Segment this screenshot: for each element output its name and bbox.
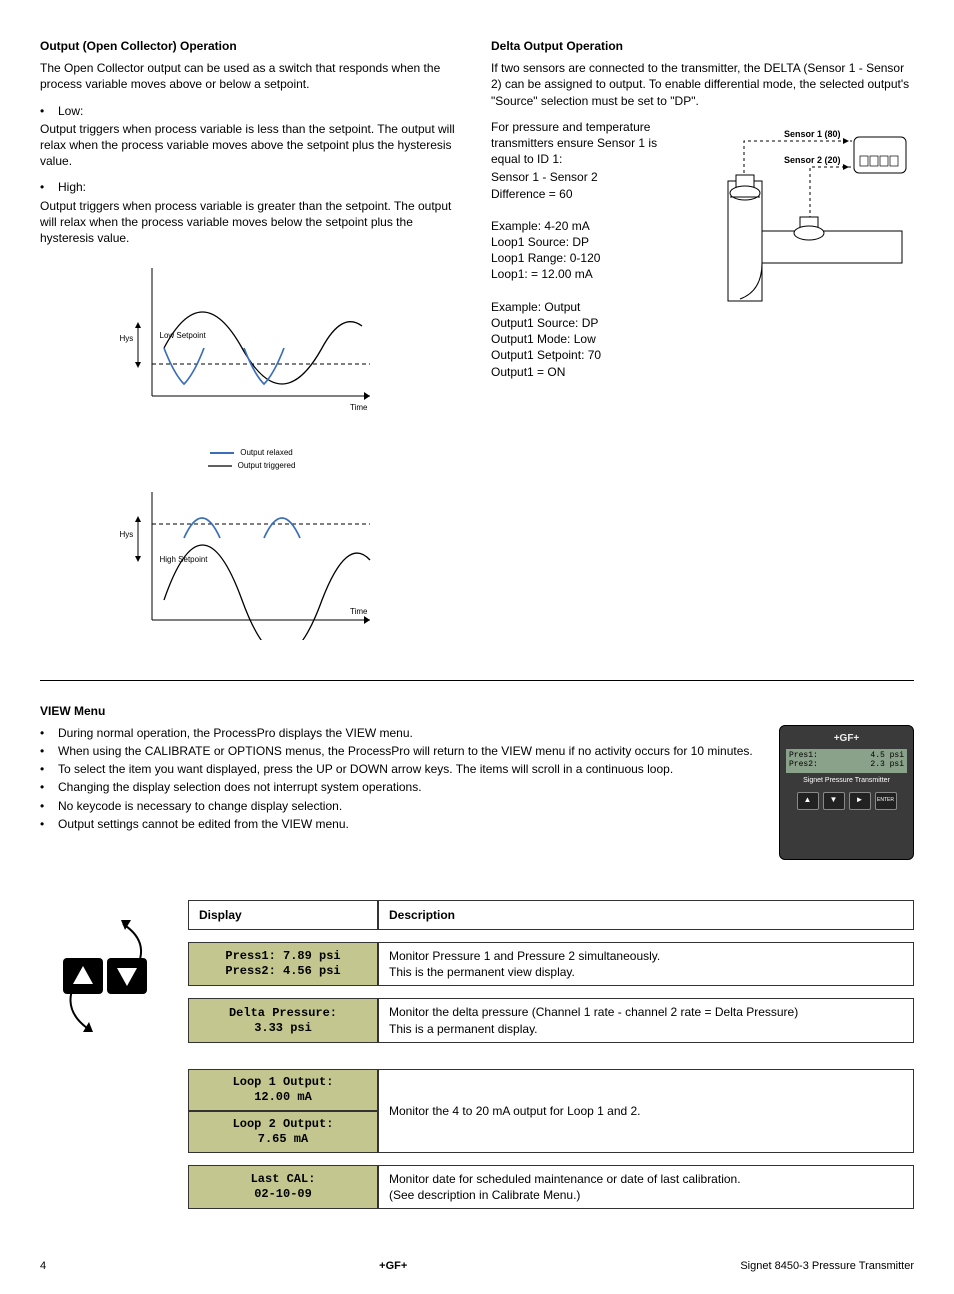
- view-header-row: Display Description: [188, 900, 914, 930]
- desc-lastcal: Monitor date for scheduled maintenance o…: [378, 1165, 914, 1209]
- view-b4: No keycode is necessary to change displa…: [40, 798, 755, 814]
- table-row: Last CAL:02-10-09 Monitor date for sched…: [188, 1165, 914, 1209]
- display-press12: Press1: 7.89 psiPress2: 4.56 psi: [188, 942, 378, 986]
- view-table: Display Description Press1: 7.89 psiPres…: [188, 900, 914, 1209]
- ex2-2: Output1 Mode: Low: [491, 331, 914, 347]
- view-b0: During normal operation, the ProcessPro …: [40, 725, 755, 741]
- open-collector-column: Output (Open Collector) Operation The Op…: [40, 38, 463, 650]
- high-label: High:: [58, 179, 86, 195]
- table-row: Delta Pressure:3.33 psi Monitor the delt…: [188, 998, 914, 1042]
- device-right-button[interactable]: ►: [849, 792, 871, 810]
- table-row: Press1: 7.89 psiPress2: 4.56 psi Monitor…: [188, 942, 914, 986]
- high-body: Output triggers when process variable is…: [40, 198, 463, 247]
- delta-p1: If two sensors are connected to the tran…: [491, 60, 914, 109]
- low-setpoint-label: Low Setpoint: [160, 331, 206, 342]
- open-collector-heading: Output (Open Collector) Operation: [40, 38, 463, 54]
- footer-page: 4: [40, 1259, 46, 1274]
- low-wave-diagram: Hys Low Setpoint Time: [122, 256, 382, 446]
- pipe-diagram: Sensor 1 (80) Sensor 2 (20): [684, 119, 914, 319]
- header-desc: Description: [378, 900, 914, 930]
- device-buttons: ▲ ▼ ► ENTER: [786, 792, 907, 810]
- high-wave-diagram: Hys High Setpoint Time: [122, 480, 382, 650]
- footer-product: Signet 8450-3 Pressure Transmitter: [740, 1259, 914, 1274]
- device-down-button[interactable]: ▼: [823, 792, 845, 810]
- device-up-button[interactable]: ▲: [797, 792, 819, 810]
- legend-black-line: [208, 463, 232, 469]
- view-table-container: Display Description Press1: 7.89 psiPres…: [188, 900, 914, 1209]
- footer-brand: +GF+: [379, 1259, 407, 1274]
- delta-column: Delta Output Operation If two sensors ar…: [491, 38, 914, 650]
- device-brand: +GF+: [786, 732, 907, 746]
- view-b5: Output settings cannot be edited from th…: [40, 816, 755, 832]
- legend-relaxed-row: Output relaxed: [40, 448, 463, 459]
- lcd-row-1: Pres2: 2.3 psi: [789, 761, 904, 770]
- desc-delta: Monitor the delta pressure (Channel 1 ra…: [378, 998, 914, 1042]
- view-bullets: During normal operation, the ProcessPro …: [40, 725, 755, 834]
- sensor2-label: Sensor 2 (20): [784, 155, 841, 165]
- low-hys-label: Hys: [120, 334, 134, 345]
- low-label: Low:: [58, 103, 83, 119]
- display-loop1: Loop 1 Output:12.00 mA: [188, 1069, 378, 1111]
- output-operation-columns: Output (Open Collector) Operation The Op…: [40, 38, 914, 650]
- display-delta: Delta Pressure:3.33 psi: [188, 998, 378, 1042]
- low-time-label: Time: [350, 403, 367, 414]
- high-bullet: High:: [40, 179, 463, 195]
- legend-relaxed: Output relaxed: [240, 448, 292, 459]
- view-b1: When using the CALIBRATE or OPTIONS menu…: [40, 743, 755, 759]
- section-divider: [40, 680, 914, 681]
- device-lcd: Pres1: 4.5 psi Pres2: 2.3 psi: [786, 749, 907, 773]
- transmitter-device: +GF+ Pres1: 4.5 psi Pres2: 2.3 psi Signe…: [779, 725, 914, 860]
- ex2-4: Output1 = ON: [491, 364, 914, 380]
- delta-heading: Delta Output Operation: [491, 38, 914, 54]
- legend-triggered: Output triggered: [238, 461, 296, 472]
- device-enter-button[interactable]: ENTER: [875, 792, 897, 810]
- display-lastcal: Last CAL:02-10-09: [188, 1165, 378, 1209]
- device-caption: Signet Pressure Transmitter: [786, 777, 907, 785]
- view-b2: To select the item you want displayed, p…: [40, 761, 755, 777]
- high-time-label: Time: [350, 607, 367, 618]
- view-table-wrap: Display Description Press1: 7.89 psiPres…: [40, 900, 914, 1209]
- low-bullet: Low:: [40, 103, 463, 119]
- ex2-3: Output1 Setpoint: 70: [491, 347, 914, 363]
- legend-triggered-row: Output triggered: [40, 461, 463, 472]
- legend-blue-line: [210, 450, 234, 456]
- open-collector-intro: The Open Collector output can be used as…: [40, 60, 463, 92]
- page-footer: 4 +GF+ Signet 8450-3 Pressure Transmitte…: [40, 1259, 914, 1274]
- high-hys-label: Hys: [120, 530, 134, 541]
- header-display: Display: [188, 900, 378, 930]
- desc-loops: Monitor the 4 to 20 mA output for Loop 1…: [378, 1069, 914, 1153]
- up-down-loop-icon: [40, 900, 170, 1050]
- view-b3: Changing the display selection does not …: [40, 779, 755, 795]
- view-row: During normal operation, the ProcessPro …: [40, 725, 914, 860]
- display-loop2: Loop 2 Output:7.65 mA: [188, 1111, 378, 1153]
- view-heading: VIEW Menu: [40, 703, 914, 719]
- low-body: Output triggers when process variable is…: [40, 121, 463, 170]
- desc-press12: Monitor Pressure 1 and Pressure 2 simult…: [378, 942, 914, 986]
- table-row: Loop 1 Output:12.00 mA Monitor the 4 to …: [188, 1069, 914, 1111]
- high-setpoint-label: High Setpoint: [160, 555, 208, 566]
- sensor1-label: Sensor 1 (80): [784, 129, 841, 139]
